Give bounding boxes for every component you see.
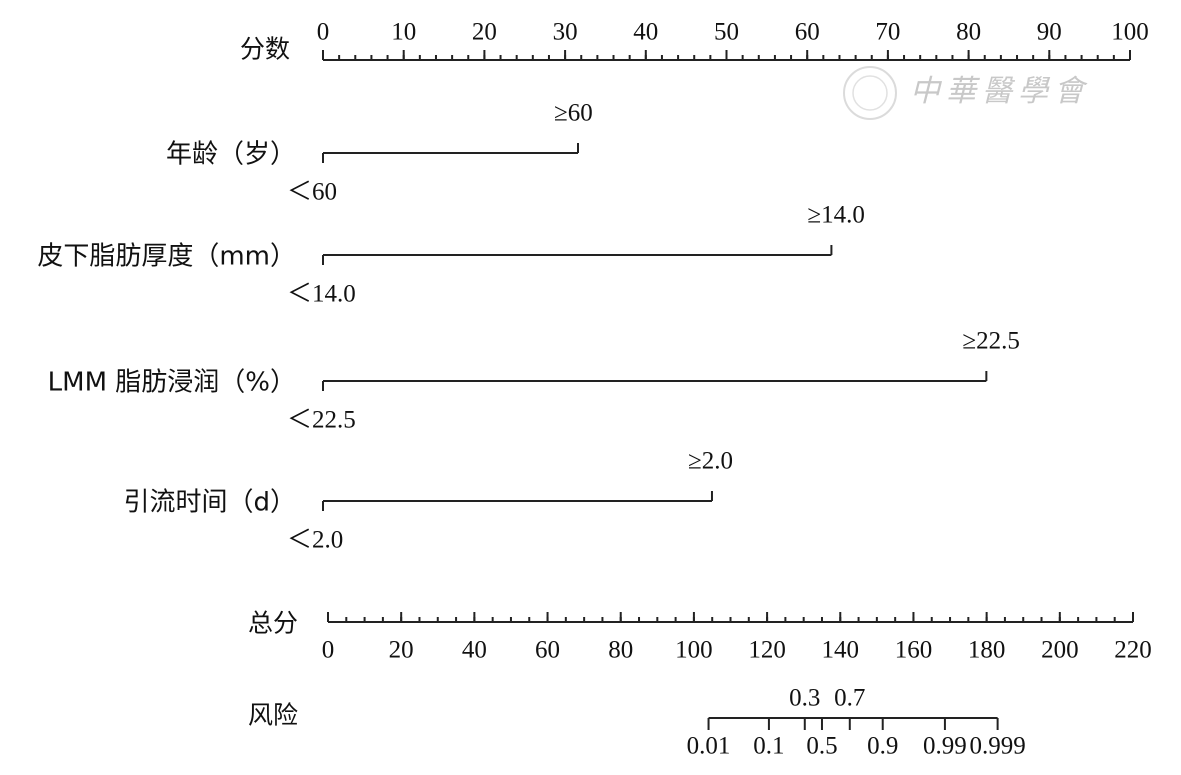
total-axis-label: 总分 xyxy=(248,610,298,638)
risk-tick-label: 0.7 xyxy=(834,685,865,712)
points-axis-label: 分数 xyxy=(240,36,290,64)
x-tick-label: 120 xyxy=(748,637,786,664)
watermark-logo xyxy=(843,66,897,120)
x-tick-label: 80 xyxy=(608,637,633,664)
watermark: 中華醫學會 xyxy=(910,75,1090,108)
x-tick-label: 30 xyxy=(553,19,578,46)
x-tick-label: 10 xyxy=(391,19,416,46)
risk-tick-label: 0.999 xyxy=(969,733,1025,760)
x-tick-label: 90 xyxy=(1037,19,1062,46)
risk-tick-label: 0.5 xyxy=(806,733,837,760)
risk-tick-label: 0.99 xyxy=(923,733,967,760)
x-tick-label: 20 xyxy=(389,637,414,664)
x-tick-label: 50 xyxy=(714,19,739,46)
variable-name: LMM 脂肪浸润（%） xyxy=(48,368,296,398)
x-tick-label: 40 xyxy=(633,19,658,46)
x-tick-label: 180 xyxy=(968,637,1006,664)
x-tick-label: 0 xyxy=(317,19,330,46)
x-tick-label: 160 xyxy=(895,637,933,664)
level-label: ≥22.5 xyxy=(962,328,1019,355)
x-tick-label: 20 xyxy=(472,19,497,46)
level-label: ＜2.0 xyxy=(287,527,343,554)
x-tick-label: 0 xyxy=(322,637,335,664)
x-tick-label: 40 xyxy=(462,637,487,664)
risk-tick-label: 0.1 xyxy=(753,733,784,760)
x-tick-label: 80 xyxy=(956,19,981,46)
x-tick-label: 60 xyxy=(795,19,820,46)
level-label: ≥2.0 xyxy=(688,448,733,475)
level-label: ＜22.5 xyxy=(287,407,356,434)
x-tick-label: 60 xyxy=(535,637,560,664)
variable-name: 年龄（岁） xyxy=(166,140,296,170)
level-label: ≥14.0 xyxy=(807,202,864,229)
risk-tick-label: 0.3 xyxy=(789,685,820,712)
x-tick-label: 200 xyxy=(1041,637,1079,664)
variable-name: 引流时间（d） xyxy=(123,488,296,518)
x-tick-label: 140 xyxy=(822,637,860,664)
risk-tick-label: 0.9 xyxy=(867,733,898,760)
risk-axis-label: 风险 xyxy=(248,702,298,730)
risk-tick-label: 0.01 xyxy=(687,733,731,760)
level-label: ＜14.0 xyxy=(287,281,356,308)
x-tick-label: 220 xyxy=(1114,637,1152,664)
x-tick-label: 100 xyxy=(675,637,713,664)
x-tick-label: 100 xyxy=(1111,19,1149,46)
level-label: ＜60 xyxy=(287,179,337,206)
x-tick-label: 70 xyxy=(875,19,900,46)
variable-name: 皮下脂肪厚度（mm） xyxy=(37,242,296,272)
level-label: ≥60 xyxy=(554,100,593,127)
